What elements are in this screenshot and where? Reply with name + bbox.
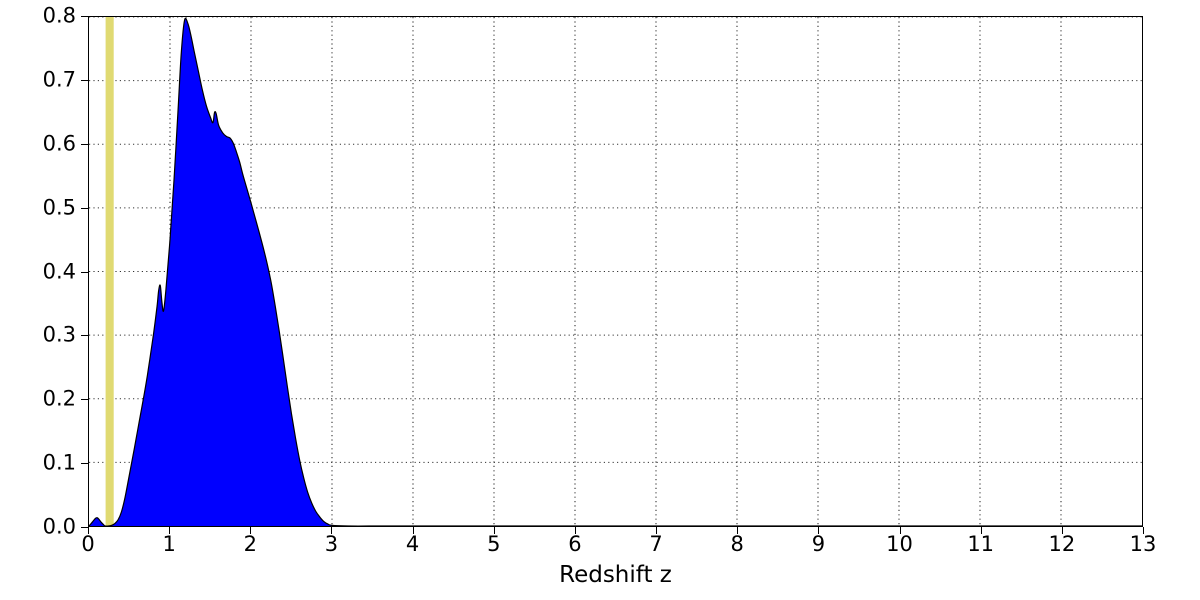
x-tick-label: 13 bbox=[1129, 532, 1157, 556]
x-tick-label: 0 bbox=[81, 532, 95, 556]
y-tick-label: 0.3 bbox=[42, 322, 76, 347]
y-tick-mark bbox=[81, 16, 88, 17]
vertical-highlight-band bbox=[105, 17, 114, 526]
y-tick-mark bbox=[81, 463, 88, 465]
y-tick-label: 0.0 bbox=[42, 514, 76, 539]
y-tick-mark bbox=[81, 271, 88, 273]
x-tick-label: 6 bbox=[568, 532, 582, 556]
y-tick-label: 0.4 bbox=[42, 259, 76, 283]
x-tick-label: 10 bbox=[886, 532, 913, 556]
y-tick-label: 0.7 bbox=[42, 67, 76, 92]
x-tick-label: 2 bbox=[243, 532, 257, 556]
x-tick-mark bbox=[899, 527, 901, 534]
x-tick-mark bbox=[1143, 527, 1144, 534]
y-tick-mark bbox=[81, 335, 88, 337]
x-tick-label: 12 bbox=[1048, 532, 1076, 556]
x-tick-mark bbox=[1061, 527, 1063, 534]
x-tick-mark bbox=[656, 527, 658, 534]
probability-density-area bbox=[89, 17, 1142, 526]
x-tick-mark bbox=[88, 527, 89, 534]
x-tick-mark bbox=[169, 527, 171, 534]
plot-area bbox=[88, 16, 1143, 527]
y-tick-label: 0.5 bbox=[42, 195, 76, 220]
y-tick-mark bbox=[81, 143, 88, 145]
x-tick-label: 3 bbox=[324, 532, 339, 556]
y-tick-label: 0.1 bbox=[42, 450, 76, 475]
x-tick-label: 4 bbox=[405, 532, 420, 556]
x-tick-mark bbox=[412, 527, 414, 534]
x-tick-label: 11 bbox=[967, 532, 995, 556]
x-tick-mark bbox=[818, 527, 820, 534]
x-tick-label: 7 bbox=[649, 532, 663, 556]
y-tick-mark bbox=[81, 527, 88, 528]
x-tick-mark bbox=[574, 527, 576, 534]
x-tick-mark bbox=[493, 527, 495, 534]
y-tick-mark bbox=[81, 79, 88, 81]
y-tick-label: 0.2 bbox=[42, 386, 76, 411]
y-tick-mark bbox=[81, 207, 88, 209]
y-tick-mark bbox=[81, 399, 88, 401]
y-tick-label: 0.6 bbox=[42, 131, 76, 156]
y-tick-label: 0.8 bbox=[42, 3, 76, 28]
x-tick-mark bbox=[250, 527, 252, 534]
x-tick-mark bbox=[737, 527, 739, 534]
x-tick-label: 9 bbox=[811, 532, 826, 556]
x-tick-mark bbox=[980, 527, 982, 534]
x-tick-label: 5 bbox=[487, 532, 501, 556]
x-axis-label: Redshift z bbox=[559, 562, 672, 588]
x-tick-mark bbox=[331, 527, 333, 534]
x-tick-label: 1 bbox=[162, 532, 176, 556]
x-tick-label: 8 bbox=[730, 532, 744, 556]
